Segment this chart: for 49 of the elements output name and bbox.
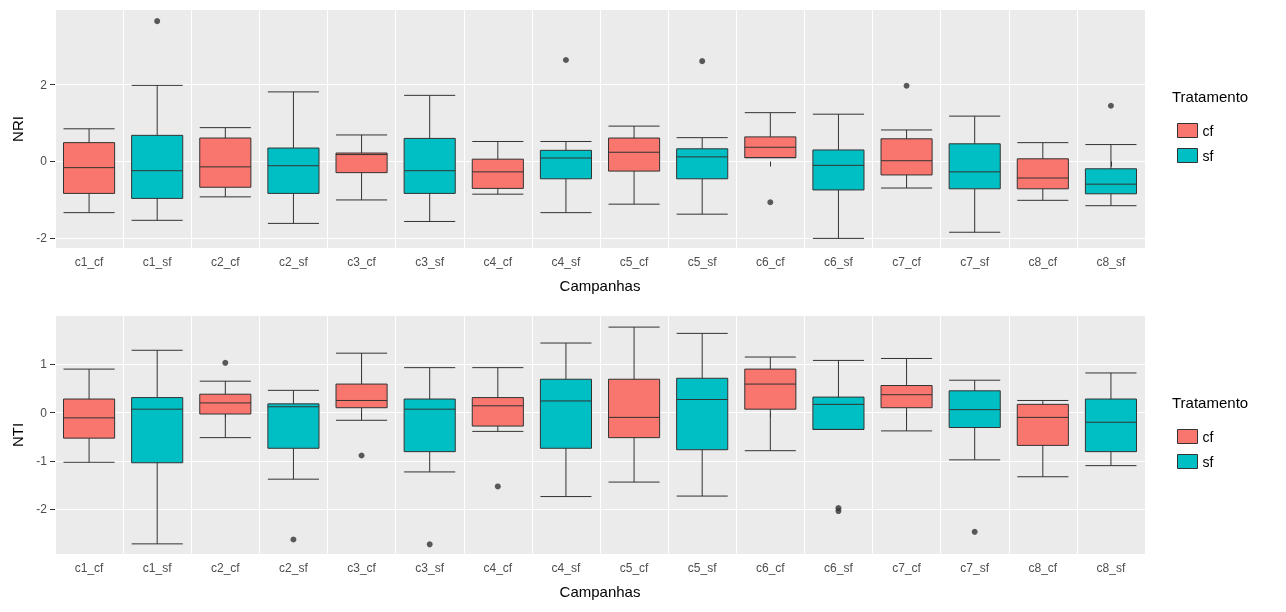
x-tick-label: c3_sf [415, 255, 445, 269]
y-tick-label: 2 [40, 77, 48, 92]
x-tick-label: c1_sf [142, 561, 173, 575]
x-tick-label: c1_sf [142, 255, 173, 269]
x-tick-label: c4_cf [483, 561, 513, 575]
x-axis-title: Campanhas [559, 277, 641, 294]
x-tick-label: c4_cf [483, 255, 513, 269]
x-tick-label: c6_sf [824, 561, 854, 575]
x-tick-label: c4_sf [551, 561, 581, 575]
x-tick-label: c1_cf [74, 561, 105, 575]
x-tick-label: c8_cf [1028, 561, 1058, 575]
y-axis-title: NRI [9, 116, 26, 142]
x-tick-label: c5_sf [687, 561, 718, 575]
legend-label: sf [1202, 147, 1214, 164]
x-tick-label: c2_cf [210, 255, 241, 269]
x-tick-label: c6_cf [755, 561, 786, 575]
y-tick-label: -2 [36, 502, 48, 517]
x-tick-label: c8_sf [1096, 255, 1126, 269]
x-tick-label: c6_sf [824, 255, 854, 269]
legend-title: Tratamento [1172, 88, 1249, 105]
y-tick-label: 0 [40, 154, 48, 169]
legend-label: cf [1202, 428, 1214, 445]
legend-label: sf [1202, 453, 1214, 470]
y-axis-title: NTI [9, 422, 26, 448]
x-axis-title: Campanhas [559, 583, 641, 600]
x-tick-label: c5_cf [619, 255, 650, 269]
x-tick-label: c2_cf [210, 561, 241, 575]
y-tick-label: 1 [40, 357, 48, 372]
x-tick-label: c5_sf [687, 255, 718, 269]
x-tick-label: c7_cf [892, 561, 922, 575]
x-tick-label: c7_cf [892, 255, 922, 269]
x-tick-label: c5_cf [619, 561, 650, 575]
x-tick-label: c8_sf [1096, 561, 1126, 575]
x-tick-label: c3_sf [415, 561, 445, 575]
x-tick-label: c6_cf [755, 255, 786, 269]
x-tick-label: c7_sf [960, 255, 990, 269]
x-tick-label: c8_cf [1028, 255, 1058, 269]
x-tick-label: c3_cf [347, 561, 377, 575]
x-tick-label: c7_sf [960, 561, 990, 575]
x-tick-label: c1_cf [74, 255, 105, 269]
y-tick-label: 0 [40, 405, 48, 420]
x-tick-label: c2_sf [279, 561, 309, 575]
y-tick-label: -2 [36, 231, 48, 246]
legend-label: cf [1202, 122, 1214, 139]
x-tick-label: c4_sf [551, 255, 581, 269]
x-tick-label: c3_cf [347, 255, 377, 269]
y-tick-label: -1 [36, 453, 48, 468]
legend-title: Tratamento [1172, 394, 1249, 411]
x-tick-label: c2_sf [279, 255, 309, 269]
